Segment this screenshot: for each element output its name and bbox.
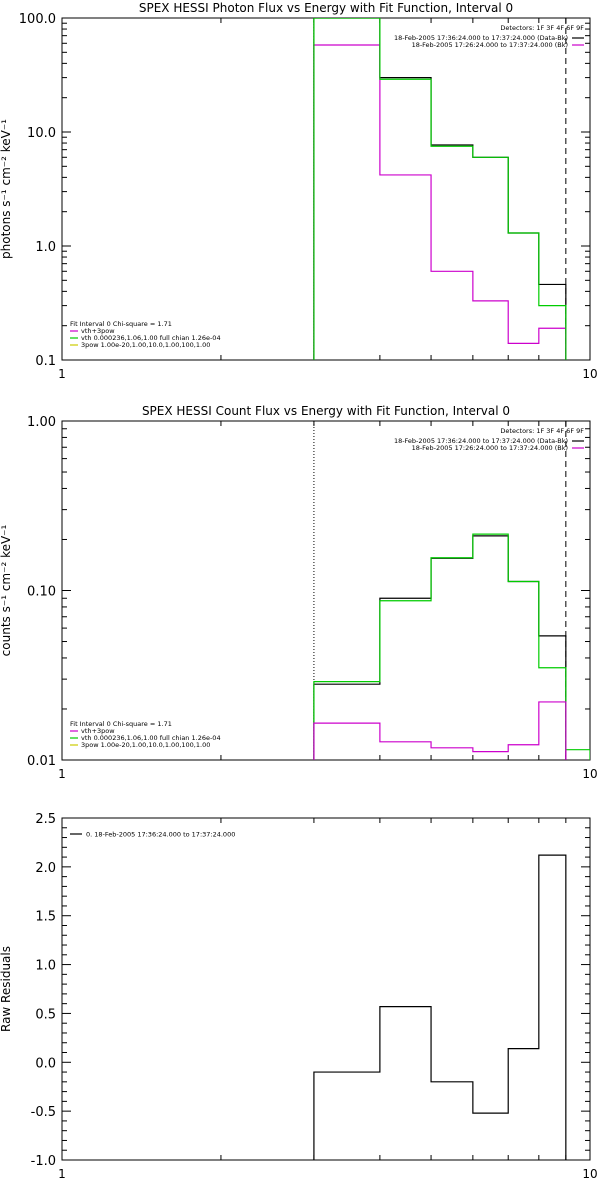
series-line-bk [313,701,567,760]
chart-panel-2: SPEX HESSI Count Flux vs Energy with Fit… [0,404,598,781]
y-tick-label: 1.0 [35,959,56,974]
fit-legend-entry: vth 0.000236,1.06,1.00 full chian 1.26e-… [81,334,221,342]
y-tick-label: 0.01 [27,754,56,769]
chart-title: SPEX HESSI Count Flux vs Energy with Fit… [142,404,510,418]
y-axis-label: counts s⁻¹ cm⁻² keV⁻¹ [0,524,13,656]
series-line-residuals [313,854,567,1160]
fit-legend-entry: vth 0.000236,1.06,1.00 full chian 1.26e-… [81,734,221,742]
x-tick-label: 10 [582,367,597,381]
legend-entry: 18-Feb-2005 17:26:24.000 to 17:37:24.000… [412,41,568,49]
fit-legend-entry: vth+3pow [81,727,115,735]
x-tick-label: 1 [58,1167,66,1181]
fit-legend-title: Fit Interval 0 Chi-square = 1.71 [70,720,172,728]
y-tick-label: -0.5 [31,1105,56,1120]
series-line-bk [313,44,567,360]
fit-legend-entry: vth+3pow [81,327,115,335]
y-tick-label: 2.5 [35,812,56,827]
fit-legend-entry: 3pow 1.00e-20,1.00,10.0,1.00,100,1.00 [81,741,210,749]
chart-panel-3: 1 10 -1.0 -0.5 0.0 0.5 1.0 1.5 2.0 2.5 Raw Residua… [0,812,598,1181]
y-tick-label: 0.10 [27,585,56,600]
y-tick-label: 0.1 [35,354,56,369]
chart-title: SPEX HESSI Photon Flux vs Energy with Fi… [139,1,513,15]
y-tick-label: 10.0 [27,126,56,141]
y-tick-label: 100.0 [19,12,56,27]
series-line-vth-3pow [313,533,590,760]
y-tick-label: 1.5 [35,910,56,925]
y-axis-label: photons s⁻¹ cm⁻² keV⁻¹ [0,119,13,259]
y-tick-label: 0.0 [35,1056,56,1071]
y-tick-label: -1.0 [31,1154,56,1169]
series-line-data-bk [313,535,567,760]
detectors-label: Detectors: 1F 3F 4F 6F 9F [500,24,584,32]
y-tick-label: 1.00 [27,415,56,430]
x-tick-label: 10 [582,767,597,781]
plot-frame [61,420,591,761]
y-tick-label: 1.0 [35,240,56,255]
fit-legend-title: Fit Interval 0 Chi-square = 1.71 [70,320,172,328]
series-line-data-bk [313,18,567,360]
x-tick-label: 1 [58,367,66,381]
y-axis-label: Raw Residuals [0,946,13,1032]
y-tick-label: 2.0 [35,861,56,876]
fit-legend-entry: 3pow 1.00e-20,1.00,10.0,1.00,100,1.00 [81,341,210,349]
x-tick-label: 10 [582,1167,597,1181]
detectors-label: Detectors: 1F 3F 4F 6F 9F [500,427,584,435]
chart-panel-1: SPEX HESSI Photon Flux vs Energy with Fi… [0,1,598,381]
x-tick-label: 1 [58,767,66,781]
legend-entry: 18-Feb-2005 17:36:24.000 to 17:37:24.000… [394,34,568,42]
plot-frame [61,817,591,1161]
plot-frame [61,17,591,361]
legend-entry: 0. 18-Feb-2005 17:36:24.000 to 17:37:24.… [86,831,235,839]
legend-entry: 18-Feb-2005 17:36:24.000 to 17:37:24.000… [394,437,568,445]
y-tick-label: 0.5 [35,1007,56,1022]
legend-entry: 18-Feb-2005 17:26:24.000 to 17:37:24.000… [412,444,568,452]
series-line-vth-3pow [313,18,567,360]
